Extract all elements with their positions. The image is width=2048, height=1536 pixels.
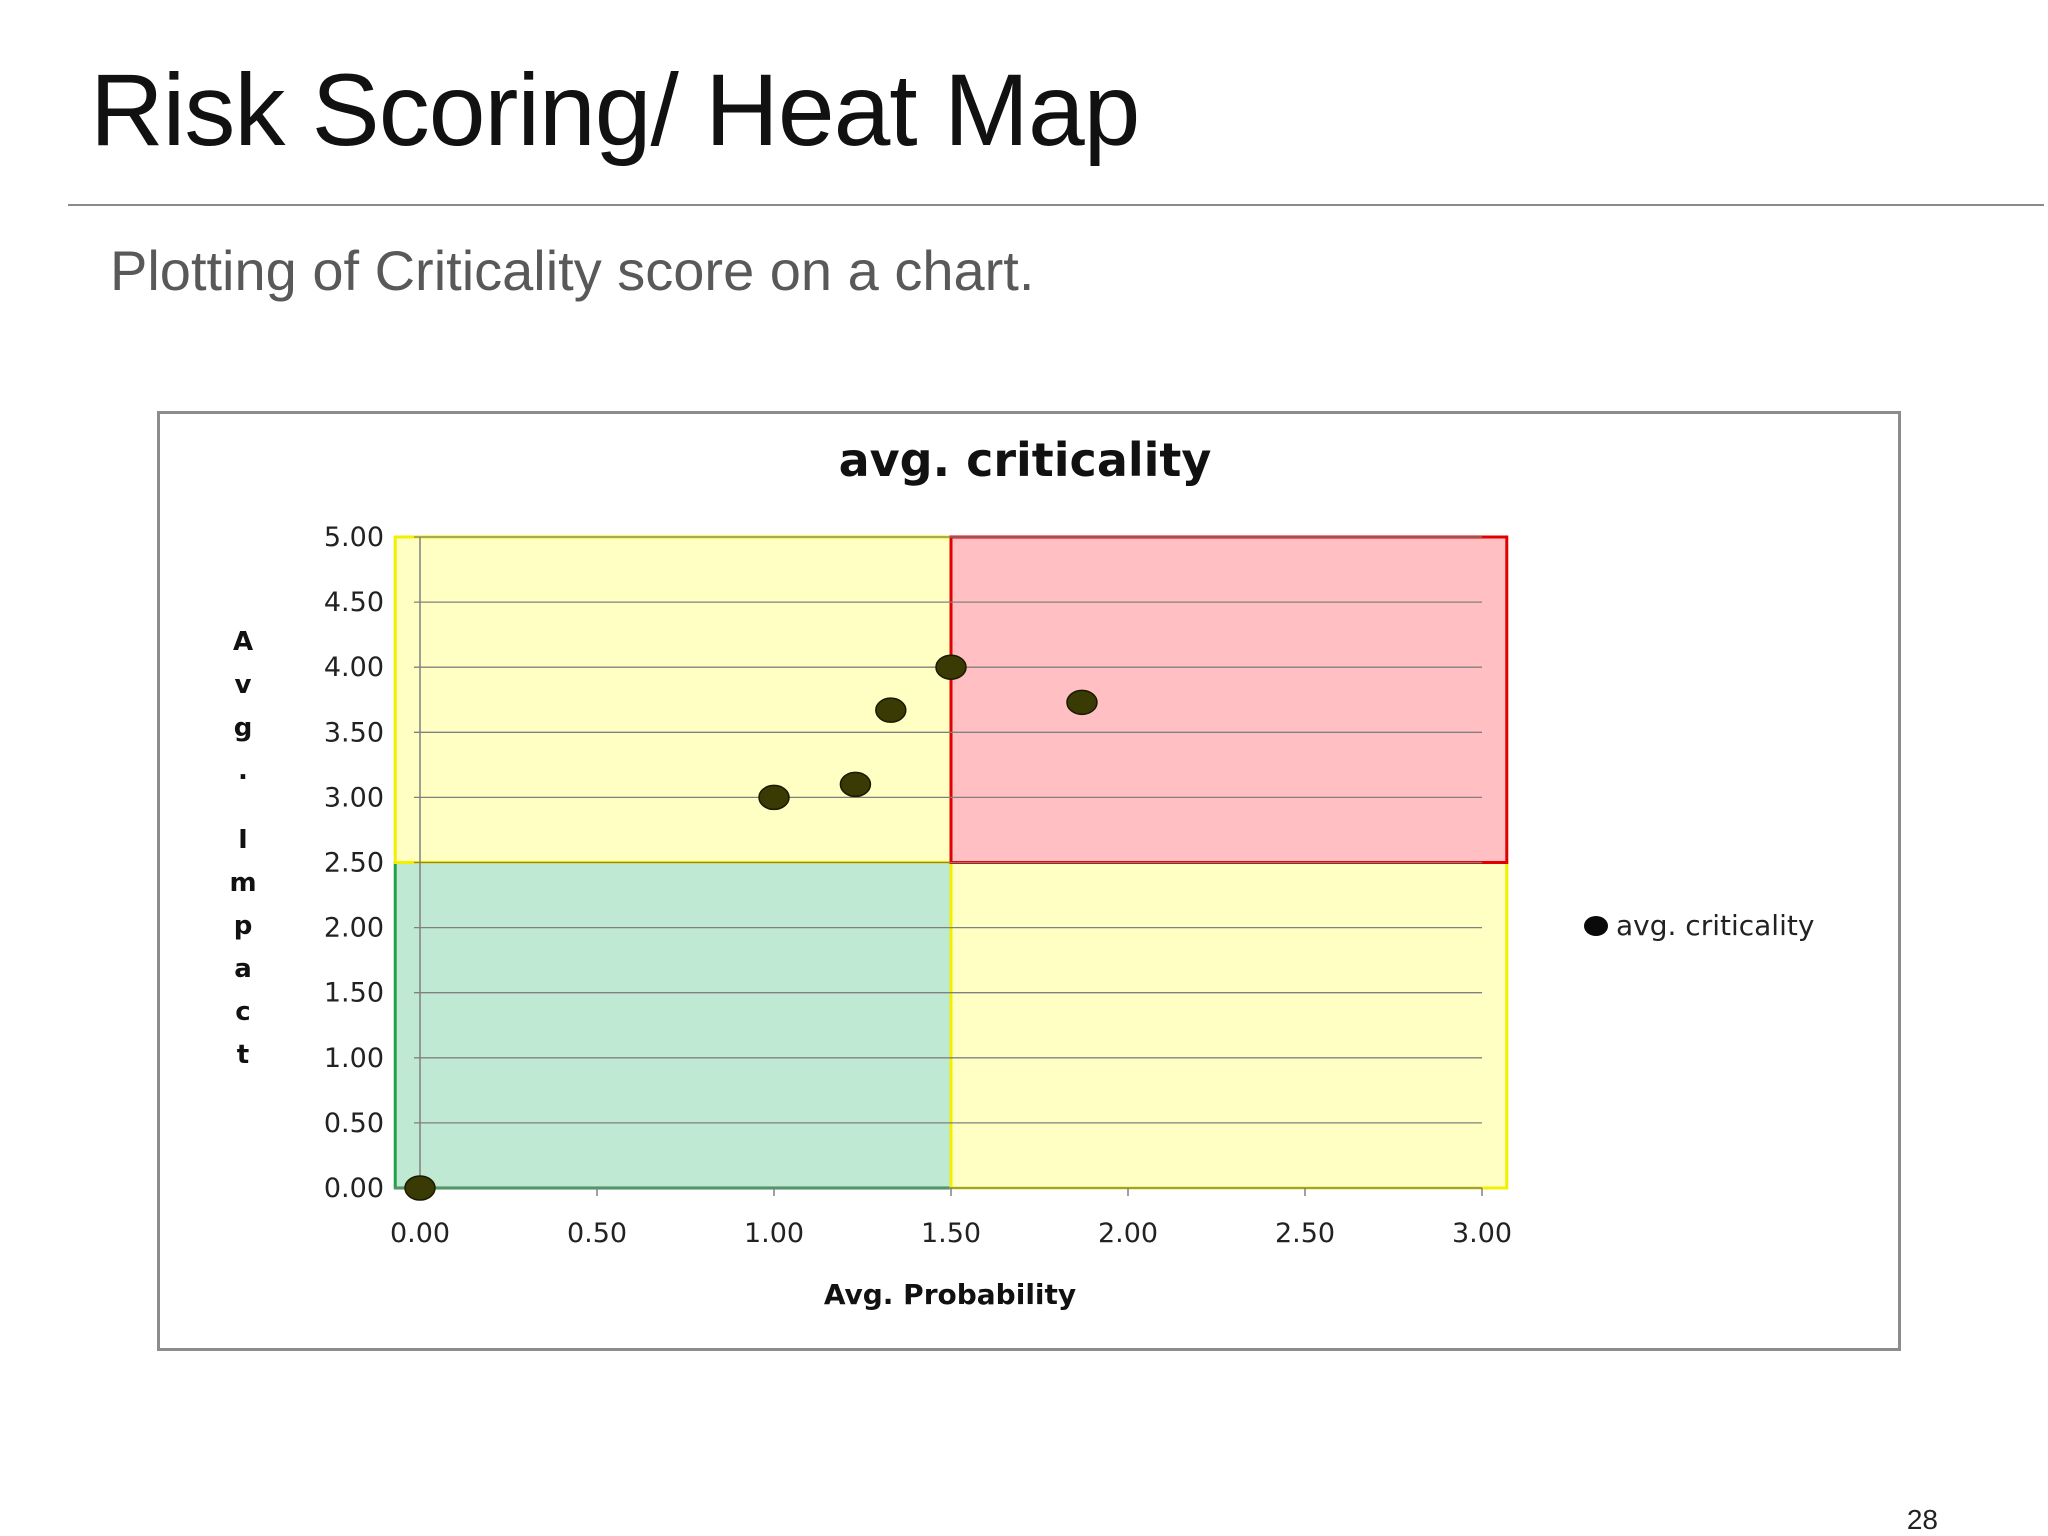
zone-high: [949, 535, 1509, 864]
y-axis-label-char: c: [235, 997, 250, 1027]
y-tick-label: 4.00: [324, 652, 384, 683]
y-tick-label: 5.00: [324, 522, 384, 553]
data-point-2: [839, 771, 872, 798]
scatter-chart: 0.00 0.50 1.00 1.50 2.00 2.50 3.00 3.50 4.00 4.50…: [229, 433, 1814, 1311]
y-axis-label-char: a: [234, 954, 252, 984]
axes: 0.00 0.50 1.00 1.50 2.00 2.50 3.00 3.50 4.00 4.50…: [324, 522, 1512, 1249]
data-point-0: [404, 1175, 436, 1201]
x-axis-label: Avg. Probability: [824, 1278, 1076, 1311]
y-axis-label-char: .: [238, 756, 248, 786]
slide-title: Risk Scoring/ Heat Map: [90, 53, 1140, 167]
y-axis-label-char: t: [237, 1040, 249, 1070]
legend-marker: [1584, 916, 1608, 936]
title-divider: [68, 204, 2044, 206]
chart-title: avg. criticality: [839, 433, 1212, 487]
y-tick-label: 1.50: [324, 978, 384, 1009]
gridlines: [414, 536, 1482, 1124]
y-tick-label: 3.50: [324, 717, 384, 748]
zone-medium-top-left: [393, 535, 953, 864]
x-tick-label: 2.50: [1275, 1218, 1335, 1249]
y-axis-label-char: I: [238, 825, 248, 855]
y-tick-label: 0.50: [324, 1108, 384, 1139]
chart-frame: 0.00 0.50 1.00 1.50 2.00 2.50 3.00 3.50 4.00 4.50…: [157, 411, 1901, 1351]
y-tick-label: 0.00: [324, 1173, 384, 1204]
y-axis-label-char: m: [229, 868, 256, 898]
legend-label: avg. criticality: [1616, 909, 1814, 942]
data-point-4: [935, 654, 967, 680]
y-tick-label: 4.50: [324, 587, 384, 618]
x-tick-label: 2.00: [1098, 1218, 1158, 1249]
y-tick-label: 3.00: [324, 782, 384, 813]
y-axis-label-char: p: [234, 911, 253, 941]
x-tick-label: 0.50: [567, 1218, 627, 1249]
legend: avg. criticality: [1584, 909, 1814, 942]
x-tick-label: 3.00: [1452, 1218, 1512, 1249]
slide-subtitle: Plotting of Criticality score on a chart…: [110, 239, 1035, 302]
y-axis-label-char: A: [233, 627, 253, 657]
x-tick-label: 0.00: [390, 1218, 450, 1249]
zone-medium-bottom-right: [949, 861, 1509, 1190]
data-point-3: [875, 697, 907, 723]
data-point-1: [758, 784, 790, 811]
y-axis-label-char: g: [234, 713, 253, 743]
page-number: 28: [1906, 1504, 1938, 1535]
y-tick-label: 1.00: [324, 1043, 384, 1074]
data-point-5: [1066, 689, 1098, 716]
y-axis-label-char: v: [235, 670, 252, 700]
data-points: [404, 654, 1098, 1201]
y-tick-label: 2.50: [324, 848, 384, 879]
x-tick-label: 1.00: [744, 1218, 804, 1249]
zone-low: [393, 861, 953, 1190]
y-tick-label: 2.00: [324, 913, 384, 944]
x-tick-label: 1.50: [921, 1218, 981, 1249]
